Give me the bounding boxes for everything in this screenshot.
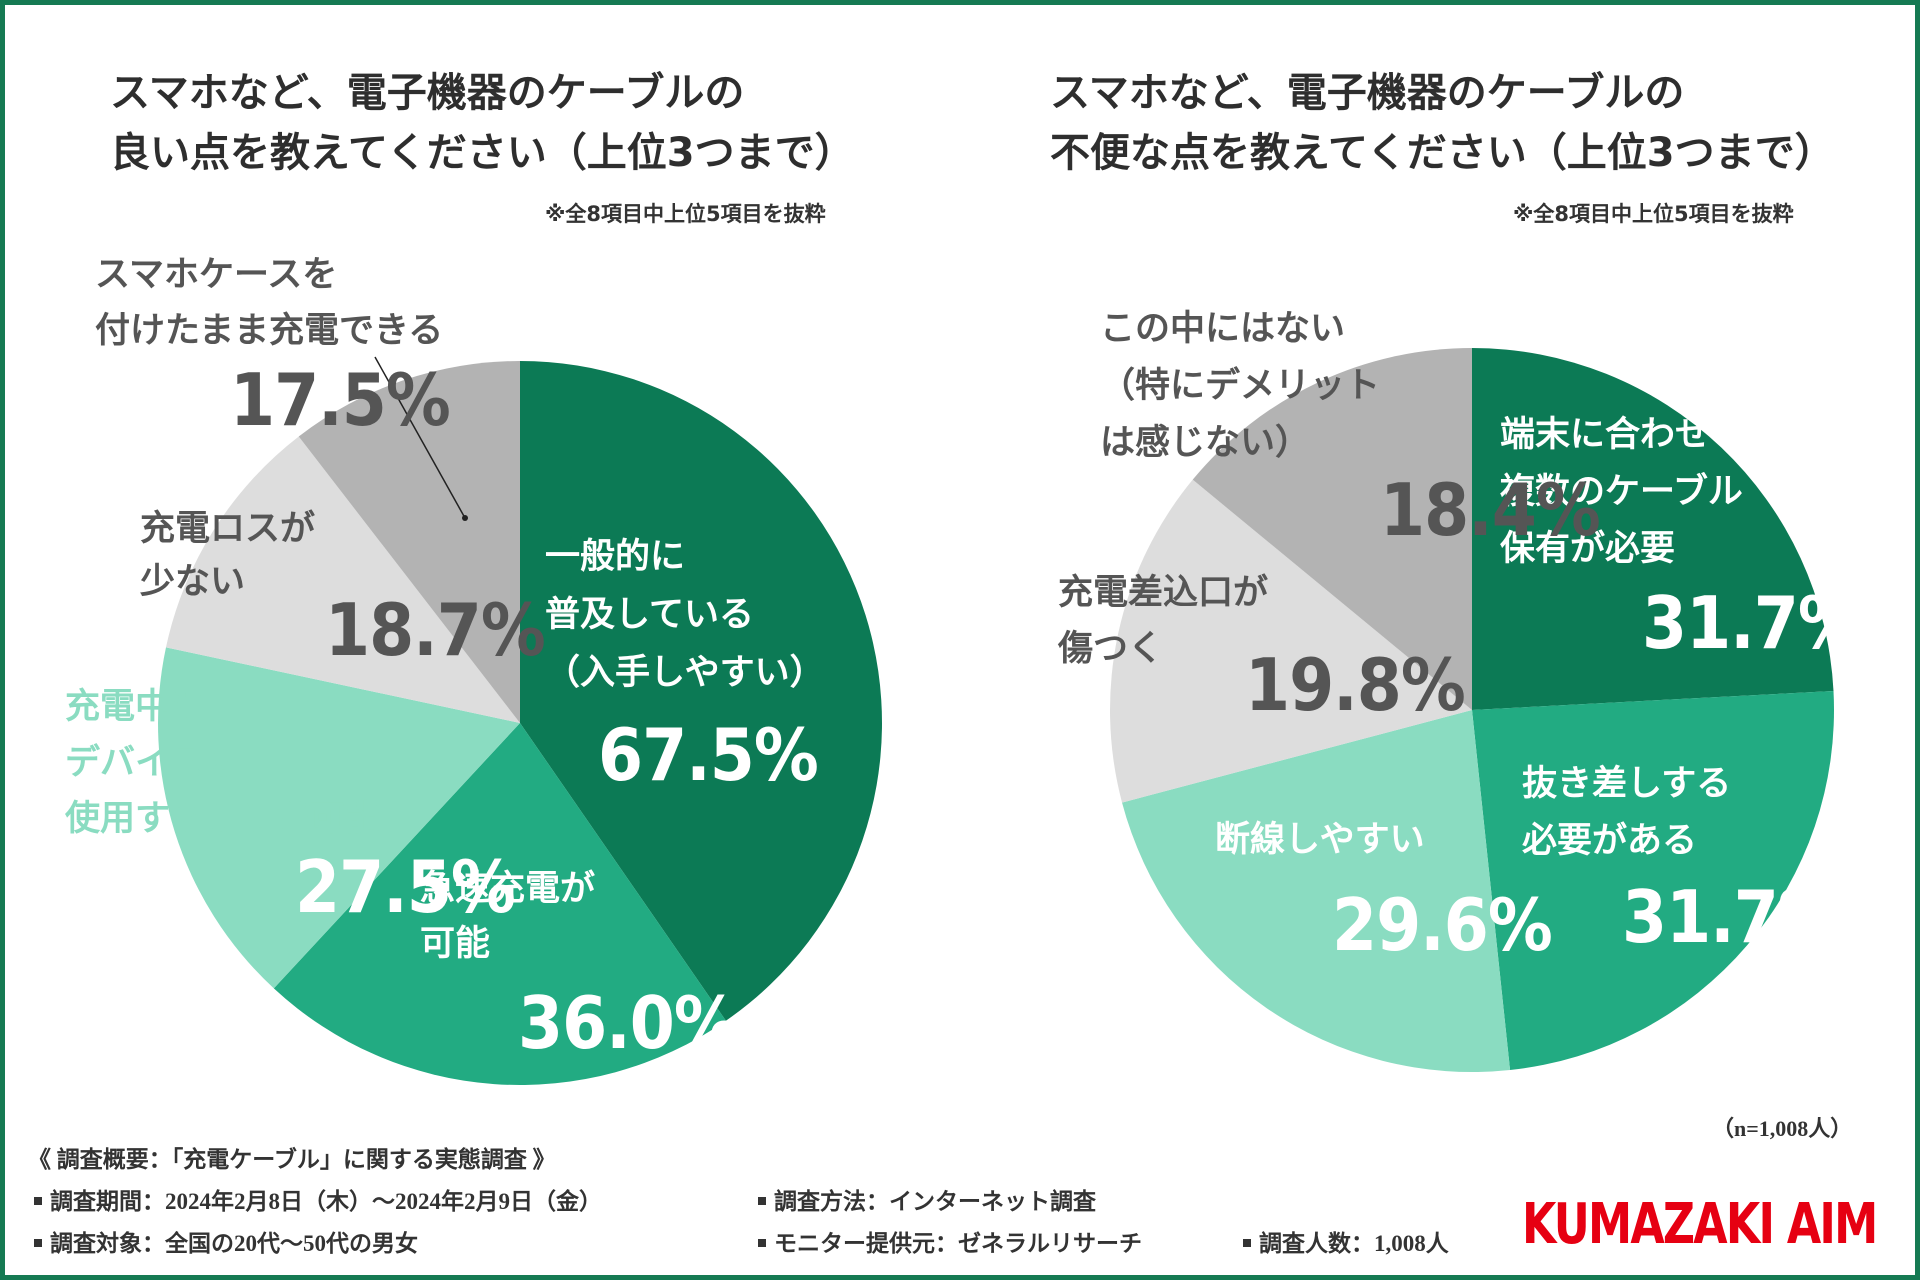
- pie-slice: [1122, 710, 1511, 1072]
- right-pie-chart: [1110, 348, 1835, 1072]
- slice-value-label: 27.5%: [295, 845, 515, 929]
- slice-label: 傷つく: [1057, 629, 1163, 669]
- slice-value-label: 31.7%: [1642, 581, 1862, 665]
- left-chart-title: スマホなど、電子機器のケーブルの 良い点を教えてください（上位3つまで）: [110, 63, 855, 183]
- pie-slice: [1110, 479, 1472, 803]
- slice-value-label: 31.7%: [1622, 875, 1842, 959]
- pie-slice: [1192, 348, 1472, 710]
- slice-label: 複数のケーブル: [1500, 471, 1743, 512]
- pie-slice: [298, 361, 520, 723]
- slice-label: 少ない: [140, 562, 245, 602]
- slice-label: 付けたまま充電できる: [95, 311, 443, 351]
- slice-label: この中にはない: [1100, 309, 1345, 349]
- survey-target: 調査対象：全国の20代～50代の男女: [34, 1224, 418, 1258]
- survey-method-text: 調査方法：インターネット調査: [774, 1189, 1096, 1214]
- slice-value-label: 18.7%: [325, 588, 545, 672]
- bullet-icon: [758, 1238, 766, 1247]
- bullet-icon: [34, 1196, 42, 1205]
- sample-size: （n=1,008人）: [1712, 1116, 1853, 1141]
- slice-label: 抜き差しする: [1522, 764, 1731, 804]
- slice-label: 端末に合わせて: [1500, 415, 1745, 455]
- slice-value-label: 29.6%: [1332, 883, 1552, 967]
- survey-target-text: 調査対象：全国の20代～50代の男女: [50, 1231, 418, 1256]
- slice-label: （特にデメリット: [1100, 365, 1380, 406]
- bullet-icon: [758, 1196, 766, 1205]
- slice-label: 充電差込口が: [1058, 573, 1268, 613]
- bullet-icon: [34, 1238, 42, 1247]
- pie-slice: [520, 361, 882, 1021]
- slice-label: 充電中に: [65, 687, 205, 727]
- slice-label: 可能: [420, 924, 490, 964]
- left-chart-note: ※全8項目中上位5項目を抜粋: [545, 202, 826, 226]
- slice-value-label: 36.0%: [518, 981, 738, 1065]
- slice-label: 保有が必要: [1500, 529, 1675, 569]
- slice-value-label: 19.8%: [1245, 643, 1465, 727]
- right-title-line2: 不便な点を教えてください（上位3つまで）: [1050, 130, 1835, 176]
- left-title-line1: スマホなど、電子機器のケーブルの: [110, 70, 745, 116]
- survey-count: 調査人数：1,008人: [1243, 1224, 1449, 1258]
- slice-label: 断線しやすい: [1215, 820, 1425, 860]
- pie-slice: [158, 647, 520, 989]
- slice-label: スマホケースを: [95, 255, 337, 295]
- slice-label: は感じない）: [1100, 423, 1310, 463]
- right-chart-title: スマホなど、電子機器のケーブルの 不便な点を教えてください（上位3つまで）: [1050, 63, 1835, 183]
- pie-slice: [273, 723, 726, 1086]
- survey-count-text: 調査人数：1,008人: [1259, 1231, 1449, 1256]
- slice-label: 一般的に: [545, 537, 685, 577]
- leader-line: [374, 356, 466, 519]
- slice-label: 普及している: [545, 595, 754, 635]
- right-title-line1: スマホなど、電子機器のケーブルの: [1050, 70, 1685, 116]
- left-title-line2: 良い点を教えてください（上位3つまで）: [110, 130, 855, 176]
- slice-value-label: 18.4%: [1380, 468, 1600, 552]
- survey-period: 調査期間：2024年2月8日（木）～2024年2月9日（金）: [34, 1182, 602, 1216]
- survey-method: 調査方法：インターネット調査: [758, 1182, 1096, 1216]
- right-chart-note: ※全8項目中上位5項目を抜粋: [1513, 202, 1794, 226]
- survey-period-text: 調査期間：2024年2月8日（木）～2024年2月9日（金）: [50, 1189, 602, 1214]
- brand-logo: KUMAZAKI AIM: [1522, 1192, 1878, 1257]
- slice-value-label: 67.5%: [598, 713, 818, 797]
- slice-label: デバイスを: [65, 742, 239, 783]
- left-pie-chart: [158, 361, 882, 1086]
- slice-label: 充電ロスが: [140, 509, 315, 549]
- bullet-icon: [1243, 1238, 1251, 1247]
- pie-slice: [165, 436, 521, 723]
- pie-slice: [1472, 690, 1835, 1070]
- survey-provider-text: モニター提供元：ゼネラルリサーチ: [774, 1231, 1142, 1256]
- survey-heading: 《 調査概要：「充電ケーブル」に関する実態調査 》: [28, 1147, 556, 1172]
- slice-label: 必要がある: [1522, 821, 1697, 861]
- survey-provider: モニター提供元：ゼネラルリサーチ: [758, 1224, 1142, 1258]
- pie-slice: [1472, 348, 1834, 710]
- slice-label: （入手しやすい）: [545, 653, 825, 693]
- leader-line-dot: [462, 515, 468, 521]
- slice-label: 急速充電が: [420, 869, 595, 909]
- slice-label: 使用することが可能: [65, 799, 380, 839]
- slice-value-label: 17.5%: [230, 358, 450, 442]
